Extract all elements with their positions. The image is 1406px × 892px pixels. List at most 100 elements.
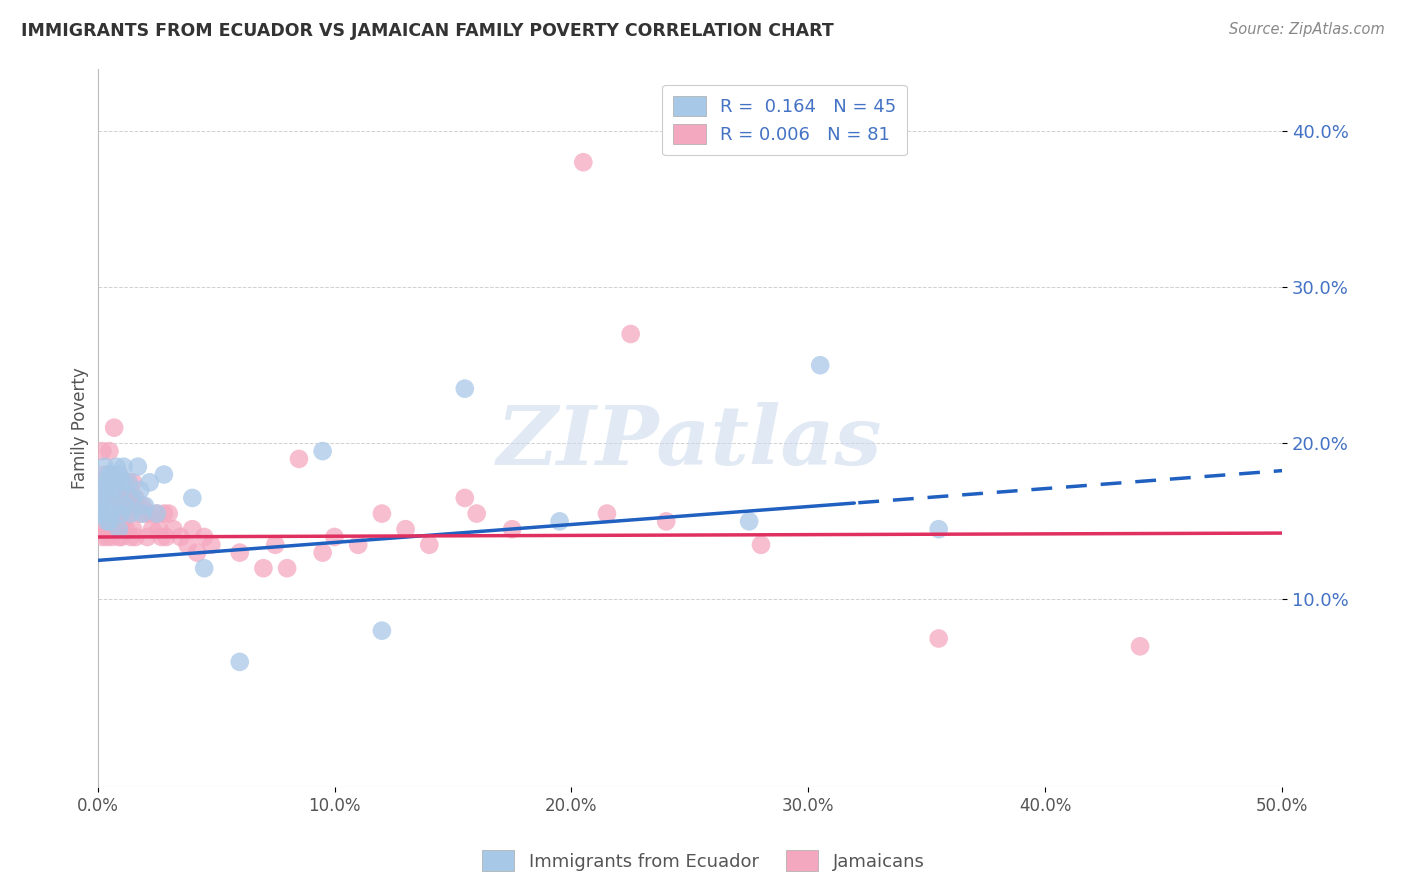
Point [93,507,115,521]
Point [108,467,131,482]
Point [138,507,160,521]
Point [110,530,132,544]
Point [91,491,114,505]
Point [122,522,145,536]
Point [89,522,111,536]
Point [148,522,170,536]
Point [131,507,153,521]
Point [115,499,138,513]
Point [620,326,643,341]
Point [176,538,198,552]
Point [89,499,111,513]
Point [153,467,176,482]
Point [108,530,131,544]
Point [89,507,111,521]
Point [98,444,121,458]
Point [572,155,595,169]
Point [93,522,115,536]
Point [98,491,121,505]
Point [103,507,125,521]
Point [323,530,346,544]
Point [93,467,115,482]
Point [1129,640,1152,654]
Point [655,514,678,528]
Legend: R =  0.164   N = 45, R = 0.006   N = 81: R = 0.164 N = 45, R = 0.006 N = 81 [662,85,907,155]
Y-axis label: Family Poverty: Family Poverty [72,367,89,489]
Point [93,459,115,474]
Point [928,522,950,536]
Point [91,475,114,490]
Point [108,522,131,536]
Point [96,475,118,490]
Point [548,514,571,528]
Point [110,507,132,521]
Point [103,420,125,434]
Point [311,444,333,458]
Point [120,491,142,505]
Point [101,530,124,544]
Point [115,491,138,505]
Point [91,491,114,505]
Point [101,507,124,521]
Point [749,538,772,552]
Point [146,507,169,521]
Point [347,538,370,552]
Point [276,561,298,575]
Point [93,507,115,521]
Point [91,530,114,544]
Text: IMMIGRANTS FROM ECUADOR VS JAMAICAN FAMILY POVERTY CORRELATION CHART: IMMIGRANTS FROM ECUADOR VS JAMAICAN FAMI… [21,22,834,40]
Point [98,522,121,536]
Point [101,475,124,490]
Point [96,530,118,544]
Point [110,475,132,490]
Point [157,507,180,521]
Point [454,382,477,396]
Point [129,507,152,521]
Point [501,522,523,536]
Text: Source: ZipAtlas.com: Source: ZipAtlas.com [1229,22,1385,37]
Point [93,483,115,497]
Point [928,632,950,646]
Point [229,546,252,560]
Point [808,358,831,372]
Point [454,491,477,505]
Point [371,507,394,521]
Point [134,507,156,521]
Point [418,538,440,552]
Point [96,514,118,528]
Point [115,522,138,536]
Point [96,475,118,490]
Point [252,561,274,575]
Point [162,522,184,536]
Point [596,507,619,521]
Point [155,530,177,544]
Point [169,530,191,544]
Point [110,507,132,521]
Point [134,499,156,513]
Point [112,459,135,474]
Point [105,522,128,536]
Point [465,507,488,521]
Point [146,507,169,521]
Point [141,522,163,536]
Point [112,514,135,528]
Point [96,499,118,513]
Point [127,499,149,513]
Point [129,483,152,497]
Point [150,530,173,544]
Point [131,499,153,513]
Point [127,459,149,474]
Point [124,491,146,505]
Point [200,538,222,552]
Point [98,491,121,505]
Point [117,475,139,490]
Point [103,475,125,490]
Point [193,561,215,575]
Point [112,475,135,490]
Point [105,491,128,505]
Point [371,624,394,638]
Point [117,507,139,521]
Point [311,546,333,560]
Point [153,507,176,521]
Point [120,507,142,521]
